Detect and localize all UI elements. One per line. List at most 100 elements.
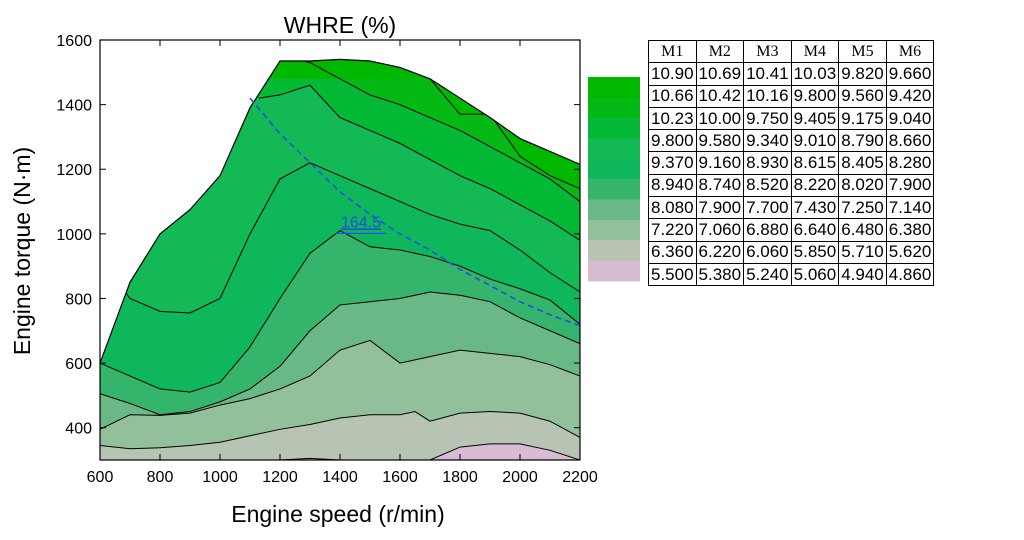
legend-cell: 9.010 xyxy=(790,129,840,153)
legend-cell: 5.850 xyxy=(790,240,840,264)
legend-cell: 9.560 xyxy=(838,84,887,108)
legend-table: M1 M2 M3 M4 M5 M6 10.90 10.69 10.41 10.03 9.820 9.… xyxy=(648,39,935,287)
y-axis-label: Engine torque (N·m) xyxy=(9,147,35,355)
legend-cell: 9.750 xyxy=(743,106,792,131)
contour-line-1 xyxy=(130,443,580,460)
x-tick-label: 2000 xyxy=(502,469,538,486)
legend-cell: 10.69 xyxy=(695,62,745,86)
legend-swatch-1 xyxy=(588,77,640,98)
legend-cell: 8.220 xyxy=(790,173,840,198)
legend-swatch-8 xyxy=(588,219,640,241)
legend-cell: 6.480 xyxy=(838,218,887,242)
x-tick-label: 1200 xyxy=(262,469,298,486)
legend-cell: 5.710 xyxy=(838,240,887,264)
x-tick-label: 2200 xyxy=(562,469,598,486)
legend-row: 10.23 10.00 9.750 9.405 9.175 9.040 xyxy=(648,106,935,131)
legend-row: 9.800 9.580 9.340 9.010 8.790 8.660 xyxy=(648,129,935,153)
y-tick-label: 1600 xyxy=(56,33,92,50)
legend-cell: 7.140 xyxy=(885,196,935,220)
legend-cell: 7.900 xyxy=(695,196,745,220)
legend-swatch-3 xyxy=(588,117,640,139)
legend-cell: 8.790 xyxy=(838,129,887,153)
legend-swatch-5 xyxy=(588,158,640,180)
legend-swatches xyxy=(588,77,640,282)
x-axis-label: Engine speed (r/min) xyxy=(231,501,445,527)
legend-row: 5.500 5.380 5.240 5.060 4.940 4.860 xyxy=(648,262,935,287)
y-tick-label: 800 xyxy=(65,291,92,308)
legend-cell: 10.23 xyxy=(648,106,697,131)
legend-cell: 4.860 xyxy=(885,262,935,287)
legend-cell: 7.220 xyxy=(648,218,697,242)
legend-body: 10.90 10.69 10.41 10.03 9.820 9.660 10.66 10.42… xyxy=(648,62,935,287)
legend-cell: 10.42 xyxy=(695,84,745,108)
legend-cell: 8.740 xyxy=(695,173,745,198)
legend-header-m5: M5 xyxy=(838,39,887,64)
legend-cell: 8.660 xyxy=(885,129,935,153)
legend-cell: 9.370 xyxy=(648,151,697,175)
boundary-line xyxy=(100,58,580,364)
legend-row: 10.90 10.69 10.41 10.03 9.820 9.660 xyxy=(648,62,935,86)
legend-cell: 8.940 xyxy=(648,173,697,198)
x-tick-label: 800 xyxy=(147,469,174,486)
legend-cell: 10.41 xyxy=(743,62,792,86)
legend-cell: 9.820 xyxy=(838,62,887,86)
legend-cell: 5.380 xyxy=(695,262,745,287)
legend-cell: 6.060 xyxy=(743,240,792,264)
x-tick-label: 600 xyxy=(87,469,114,486)
x-tick-label: 1600 xyxy=(382,469,418,486)
legend-cell: 7.900 xyxy=(885,173,935,198)
legend-cell: 5.620 xyxy=(885,240,935,264)
y-tick-label: 600 xyxy=(65,356,92,373)
legend-cell: 9.660 xyxy=(885,62,935,86)
legend-swatch-2 xyxy=(588,97,640,119)
x-tick-label: 1800 xyxy=(442,469,478,486)
legend-cell: 6.640 xyxy=(790,218,840,242)
legend-cell: 10.90 xyxy=(648,62,697,86)
y-tick-label: 1200 xyxy=(56,162,92,179)
contour-line-6 xyxy=(117,162,580,314)
legend-cell: 7.700 xyxy=(743,196,792,220)
legend-cell: 5.500 xyxy=(648,262,697,287)
legend-swatch-9 xyxy=(588,240,640,262)
legend-cell: 8.020 xyxy=(838,173,887,198)
contour-line-4 xyxy=(100,291,580,416)
legend-swatch-10 xyxy=(588,260,640,282)
legend-header-m4: M4 xyxy=(790,39,840,64)
legend-cell: 10.66 xyxy=(648,84,697,108)
legend-cell: 4.940 xyxy=(838,262,887,287)
legend-cell: 9.160 xyxy=(695,151,745,175)
legend-cell: 7.430 xyxy=(790,196,840,220)
contour-line-3 xyxy=(100,339,580,430)
legend-cell: 9.800 xyxy=(790,84,840,108)
contour-line-2 xyxy=(100,411,580,450)
contour-line-7 xyxy=(258,84,580,241)
legend-row: 7.220 7.060 6.880 6.640 6.480 6.380 xyxy=(648,218,935,242)
x-tick-label: 1400 xyxy=(322,469,358,486)
legend-header-m6: M6 xyxy=(885,39,935,64)
legend-swatch-4 xyxy=(588,138,640,160)
legend-header-m2: M2 xyxy=(695,39,745,64)
legend-cell: 7.060 xyxy=(695,218,745,242)
contour-line-8 xyxy=(303,60,580,202)
legend-cell: 8.405 xyxy=(838,151,887,175)
legend-cell: 8.930 xyxy=(743,151,792,175)
legend-cell: 6.220 xyxy=(695,240,745,264)
legend-cell: 5.240 xyxy=(743,262,792,287)
legend-row: 8.940 8.740 8.520 8.220 8.020 7.900 xyxy=(648,173,935,198)
legend-cell: 7.250 xyxy=(838,196,887,220)
contour-fills xyxy=(100,59,580,460)
legend-cell: 10.16 xyxy=(743,84,792,108)
legend-cell: 5.060 xyxy=(790,262,840,287)
legend-cell: 8.520 xyxy=(743,173,792,198)
legend-cell: 9.040 xyxy=(885,106,935,131)
legend-cell: 10.03 xyxy=(790,62,840,86)
legend-cell: 10.00 xyxy=(695,106,745,131)
contour-group xyxy=(100,58,580,460)
legend-cell: 9.175 xyxy=(838,106,887,131)
legend-cell: 6.380 xyxy=(885,218,935,242)
legend-row: 9.370 9.160 8.930 8.615 8.405 8.280 xyxy=(648,151,935,175)
legend-cell: 6.360 xyxy=(648,240,697,264)
dashed-line-label: 164.5 xyxy=(341,214,381,231)
legend-header-m3: M3 xyxy=(743,39,792,64)
legend-cell: 9.580 xyxy=(695,129,745,153)
